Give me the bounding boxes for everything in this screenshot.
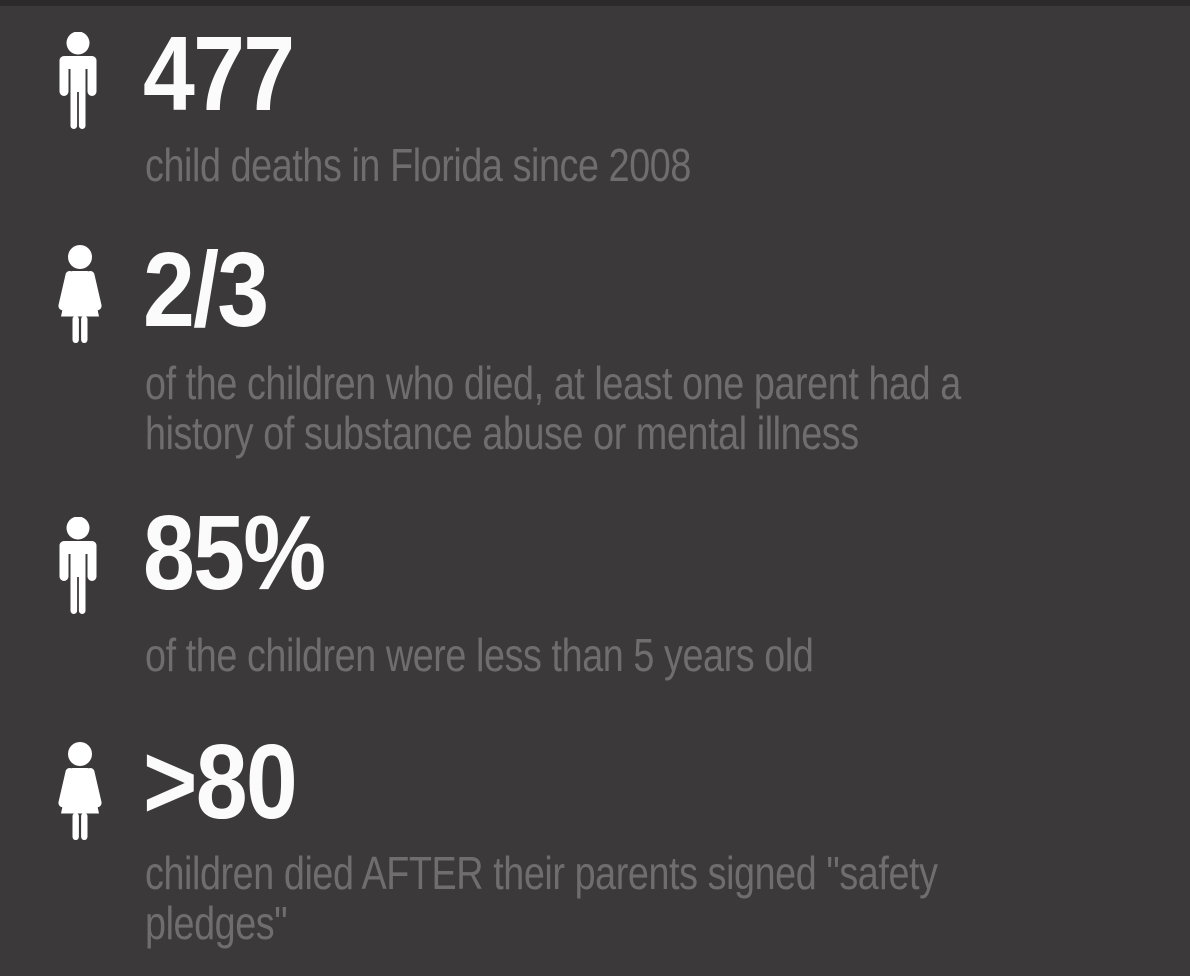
stat-description: of the children who died, at least one p… xyxy=(145,357,961,459)
stat-description: child deaths in Florida since 2008 xyxy=(145,139,691,191)
stat-row-child-deaths: 477 child deaths in Florida since 2008 xyxy=(0,0,1190,200)
stat-value: 477 xyxy=(143,15,295,133)
stat-value: 85% xyxy=(143,494,326,612)
top-accent-bar xyxy=(0,0,1190,6)
stat-description: children died AFTER their parents signed… xyxy=(145,847,938,949)
male-figure-icon xyxy=(59,517,97,614)
stat-row-parent-history: 2/3 of the children who died, at least o… xyxy=(0,0,1190,458)
female-figure-icon xyxy=(58,245,102,343)
stat-row-under-five: 85% of the children were less than 5 yea… xyxy=(0,0,1190,680)
female-figure-icon xyxy=(58,742,102,840)
male-figure-icon xyxy=(59,32,97,129)
stat-value: 2/3 xyxy=(143,231,269,349)
stat-description: of the children were less than 5 years o… xyxy=(145,629,814,681)
stat-row-safety-pledges: >80 children died AFTER their parents si… xyxy=(0,0,1190,948)
stat-value: >80 xyxy=(143,723,298,841)
